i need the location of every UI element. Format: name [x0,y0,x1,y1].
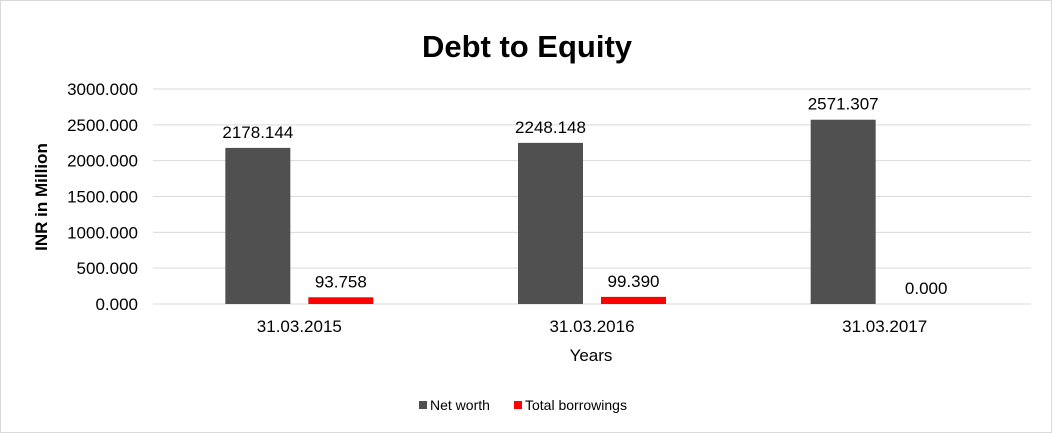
data-label: 0.000 [905,279,948,298]
bar-net-worth [518,142,583,304]
x-tick-label: 31.03.2017 [842,317,927,336]
legend-label: Net worth [430,397,490,413]
y-tick-label: 2000.000 [67,152,138,171]
bar-total-borrowings [308,297,374,304]
y-tick-label: 500.000 [77,259,138,278]
data-label: 2571.307 [808,95,879,114]
x-axis-label: Years [570,346,613,365]
y-tick-label: 3000.000 [67,80,138,99]
data-label: 99.390 [608,272,660,291]
bar-net-worth [810,119,876,305]
x-tick-label: 31.03.2016 [549,317,634,336]
data-label: 2248.148 [515,118,586,137]
x-tick-label: 31.03.2015 [257,317,342,336]
legend-swatch [514,401,522,409]
y-tick-label: 1000.000 [67,223,138,242]
y-tick-label: 0.000 [95,295,138,314]
legend-label: Total borrowings [525,397,627,413]
data-label: 93.758 [315,272,367,291]
y-axis-label: INR in Million [32,143,51,251]
data-label: 2178.144 [222,123,293,142]
y-tick-label: 2500.000 [67,116,138,135]
legend-swatch [419,401,427,409]
bar-total-borrowings [601,296,666,304]
bar-net-worth [225,147,291,304]
y-tick-label: 1500.000 [67,188,138,207]
chart-title: Debt to Equity [422,29,633,64]
